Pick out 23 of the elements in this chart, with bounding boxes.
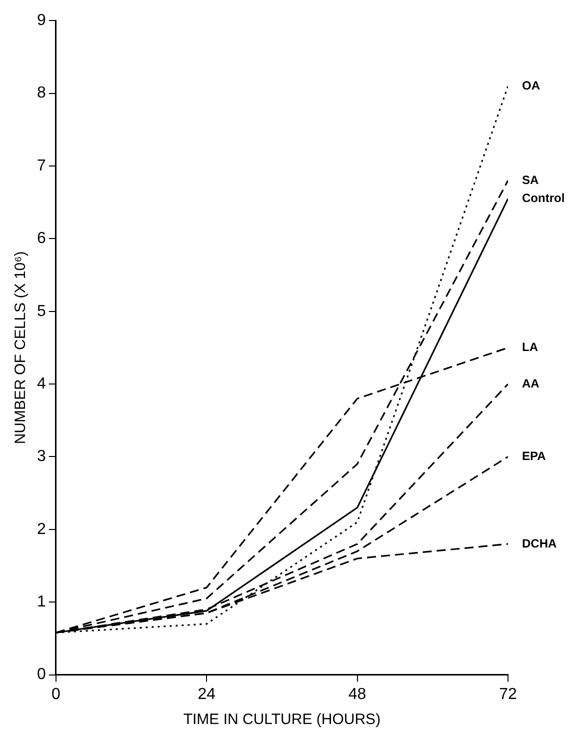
y-tick-label: 5 [36,302,46,320]
y-tick-label: 3 [36,448,46,466]
y-tick-label: 2 [36,520,46,538]
y-tick-label: 8 [36,84,46,102]
series-label: OA [522,78,540,92]
x-axis-title: TIME IN CULTURE (HOURS) [183,711,381,728]
series-label: AA [522,376,540,390]
series-label: SA [522,172,540,187]
series-label: EPA [522,449,546,464]
series-label: LA [522,340,538,354]
y-tick-label: 4 [36,375,46,392]
y-tick-label: 0 [36,666,46,684]
series-label: DCHA [522,536,557,550]
y-tick-label: 9 [36,12,46,30]
series-label: Control [522,191,565,205]
x-tick-label: 48 [348,686,366,703]
y-tick-label: 6 [36,230,46,248]
y-axis-title: NUMBER OF CELLS (X 10⁶) [12,251,30,444]
x-tick-label: 24 [198,686,216,703]
y-tick-label: 1 [36,594,46,611]
y-tick-label: 7 [36,157,46,174]
x-tick-label: 72 [499,686,517,703]
x-tick-label: 0 [51,686,60,703]
